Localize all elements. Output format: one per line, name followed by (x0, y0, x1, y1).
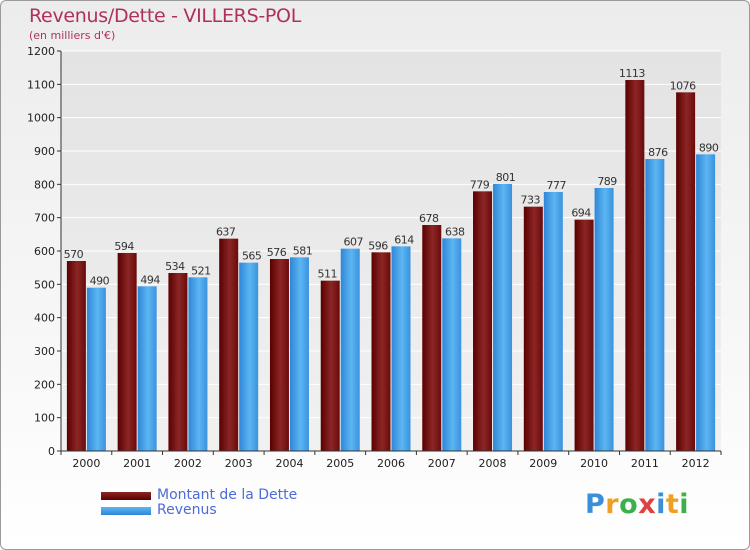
bar-debt (168, 273, 188, 451)
data-label-debt: 779 (470, 178, 490, 191)
y-tick-label: 1200 (27, 45, 55, 58)
bar-debt (473, 191, 493, 452)
x-tick-label: 2003 (225, 457, 253, 470)
data-label-revenus: 777 (547, 179, 567, 192)
data-label-revenus: 801 (496, 171, 516, 184)
legend-label-debt: Montant de la Dette (157, 487, 298, 503)
y-tick-label: 300 (34, 345, 55, 358)
bar-debt (625, 80, 645, 451)
bar-revenus (391, 246, 411, 451)
data-label-revenus: 490 (90, 275, 110, 288)
bar-revenus (340, 248, 360, 451)
data-label-debt: 511 (317, 268, 337, 281)
data-label-revenus: 581 (293, 244, 313, 257)
x-tick-label: 2007 (428, 457, 456, 470)
data-label-debt: 733 (521, 194, 541, 207)
data-label-revenus: 638 (445, 225, 465, 238)
x-tick-label: 2000 (72, 457, 100, 470)
bar-debt (422, 225, 442, 451)
data-label-debt: 596 (368, 239, 388, 252)
data-label-revenus: 876 (648, 146, 668, 159)
data-label-revenus: 789 (597, 175, 617, 188)
x-tick-label: 2002 (174, 457, 202, 470)
x-tick-label: 2006 (377, 457, 405, 470)
bar-debt (574, 219, 594, 451)
logo-letter: P (585, 489, 606, 520)
proxiti-logo: Proxiti (585, 489, 689, 520)
y-tick-label: 0 (48, 445, 55, 458)
logo-letter: t (665, 489, 680, 520)
bar-debt (523, 206, 543, 451)
y-tick-label: 200 (34, 378, 55, 391)
chart-title: Revenus/Dette - VILLERS-POL (29, 5, 301, 27)
bar-revenus (289, 257, 309, 451)
data-label-revenus: 607 (343, 236, 363, 249)
bar-revenus (86, 287, 106, 451)
x-tick-label: 2012 (682, 457, 710, 470)
chart-subtitle: (en milliers d'€) (29, 29, 116, 42)
bar-debt (269, 259, 289, 451)
x-tick-label: 2011 (631, 457, 659, 470)
x-tick-label: 2001 (123, 457, 151, 470)
data-label-debt: 678 (419, 212, 439, 225)
bar-revenus (239, 262, 259, 451)
bar-debt (219, 238, 239, 451)
x-tick-label: 2005 (326, 457, 354, 470)
logo-letter: o (619, 489, 639, 520)
y-tick-label: 700 (34, 212, 55, 225)
data-label-revenus: 565 (242, 250, 262, 263)
data-label-debt: 1076 (670, 79, 696, 92)
bar-revenus (442, 238, 462, 451)
y-tick-label: 1100 (27, 78, 55, 91)
bar-revenus (137, 286, 157, 451)
bar-debt (676, 92, 696, 451)
y-tick-label: 800 (34, 178, 55, 191)
x-tick-label: 2010 (580, 457, 608, 470)
y-tick-label: 400 (34, 312, 55, 325)
y-tick-label: 1000 (27, 112, 55, 125)
bar-debt (371, 252, 391, 451)
x-tick-label: 2009 (529, 457, 557, 470)
y-tick-label: 900 (34, 145, 55, 158)
bar-debt (117, 253, 137, 451)
data-label-revenus: 614 (394, 233, 414, 246)
bar-revenus (543, 192, 563, 451)
legend-swatch-debt (101, 492, 151, 500)
x-tick-label: 2004 (275, 457, 303, 470)
bar-revenus (493, 184, 513, 451)
data-label-revenus: 521 (191, 264, 211, 277)
bar-revenus (696, 154, 716, 452)
bar-revenus (645, 159, 665, 451)
logo-letter: r (605, 489, 620, 520)
y-tick-label: 100 (34, 412, 55, 425)
data-label-debt: 694 (571, 207, 591, 220)
data-label-revenus: 494 (140, 273, 160, 286)
x-tick-label: 2008 (479, 457, 507, 470)
data-label-revenus: 890 (699, 141, 719, 154)
bar-revenus (594, 188, 614, 451)
legend-label-revenus: Revenus (157, 502, 217, 518)
data-label-debt: 570 (64, 248, 84, 261)
y-tick-label: 600 (34, 245, 55, 258)
data-label-debt: 1113 (619, 67, 645, 80)
data-label-debt: 637 (216, 226, 236, 239)
y-tick-label: 500 (34, 278, 55, 291)
bar-revenus (188, 277, 208, 451)
logo-letter: i (656, 489, 666, 520)
data-label-debt: 594 (114, 240, 134, 253)
logo-letter: i (679, 489, 690, 520)
legend-swatch-revenus (101, 507, 151, 515)
data-label-debt: 534 (165, 260, 185, 273)
bar-debt (320, 280, 340, 451)
logo-letter: x (638, 489, 657, 520)
data-label-debt: 576 (267, 246, 287, 259)
bar-debt (66, 261, 86, 451)
